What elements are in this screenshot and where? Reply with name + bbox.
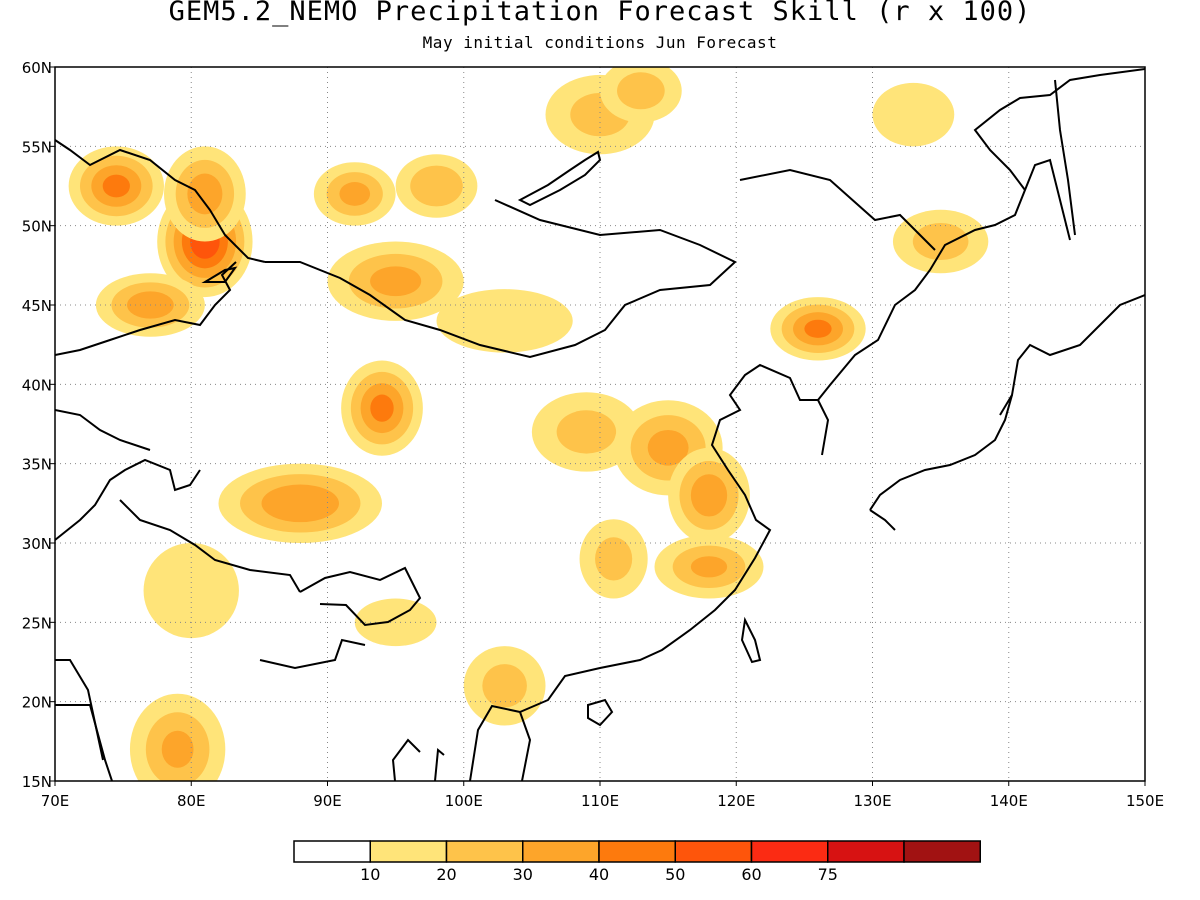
colorbar-label: 50 [665, 865, 685, 884]
skill-region-12 [872, 82, 955, 147]
skill-contour [912, 223, 969, 261]
colorbar-label: 30 [513, 865, 533, 884]
colorbar-label: 60 [741, 865, 761, 884]
skill-contour [436, 289, 573, 353]
skill-region-23 [463, 646, 546, 726]
y-tick-label: 20N [22, 694, 52, 712]
skill-contour [595, 537, 633, 581]
y-tick-label: 15N [22, 773, 52, 791]
colorbar-swatch [293, 840, 371, 863]
y-tick-label: 45N [22, 297, 52, 315]
skill-region-13 [770, 297, 866, 361]
colorbar-swatch [522, 840, 600, 863]
coastline-outline [55, 68, 1145, 781]
skill-region-14 [341, 360, 423, 456]
x-tick-label: 110E [581, 792, 619, 810]
colorbar-swatch [369, 840, 448, 863]
colorbar-swatch [598, 840, 676, 863]
skill-region-20 [668, 447, 750, 543]
x-tick-label: 70E [41, 792, 70, 810]
skill-region-8 [436, 289, 573, 353]
skill-region-21 [654, 535, 764, 599]
skill-region-7 [327, 241, 464, 321]
y-tick-label: 30N [22, 535, 52, 553]
x-tick-label: 100E [445, 792, 483, 810]
colorbar-label: 10 [360, 865, 380, 884]
colorbar-swatch [445, 840, 524, 863]
skill-contour [482, 664, 527, 708]
skill-contour [339, 182, 371, 206]
map-title: GEM5.2_NEMO Precipitation Forecast Skill… [168, 0, 1032, 27]
x-tick-label: 120E [717, 792, 755, 810]
skill-contour [556, 410, 617, 454]
skill-region-3 [164, 146, 246, 242]
x-tick-label: 130E [853, 792, 891, 810]
colorbar-swatch [750, 840, 829, 863]
y-tick-label: 40N [22, 376, 52, 394]
skill-contour [647, 429, 689, 466]
x-tick-label: 140E [990, 792, 1028, 810]
y-tick-label: 60N [22, 59, 52, 77]
skill-contour [261, 484, 339, 523]
skill-contour [143, 543, 239, 639]
skill-region-6 [395, 154, 478, 218]
colorbar-label: 20 [436, 865, 456, 884]
colorbar-swatch [827, 840, 905, 863]
skill-contour [370, 394, 394, 422]
axis-labels: 70E 80E 90E 100E 110E 120E 130E 140E 150E 15N 20N 2… [22, 59, 1164, 810]
skill-contour [804, 319, 832, 338]
skill-contour [690, 556, 728, 578]
skill-shading-layer [68, 67, 989, 781]
colorbar-swatch [903, 840, 981, 863]
x-tick-label: 150E [1126, 792, 1164, 810]
skill-contour [161, 730, 194, 768]
skill-region-11 [892, 209, 989, 274]
skill-region-18 [531, 392, 641, 472]
y-tick-label: 55N [22, 138, 52, 156]
skill-region-17 [129, 693, 226, 781]
skill-contour [370, 266, 422, 297]
skill-contour [617, 72, 665, 110]
colorbar-label: 40 [589, 865, 609, 884]
y-tick-label: 35N [22, 456, 52, 474]
skill-contour [410, 165, 463, 207]
skill-contour [690, 474, 728, 517]
colorbar-label: 75 [818, 865, 838, 884]
skill-region-10 [600, 67, 682, 123]
x-tick-label: 90E [313, 792, 342, 810]
skill-contour [187, 173, 223, 215]
skill-contour [872, 82, 955, 147]
skill-region-5 [313, 162, 396, 226]
skill-contour [102, 174, 130, 198]
skill-region-15 [218, 463, 382, 543]
colorbar-legend: 10 20 30 40 50 60 75 [293, 840, 981, 884]
map-subtitle: May initial conditions Jun Forecast [422, 33, 778, 52]
skill-region-16 [143, 543, 239, 639]
skill-region-22 [579, 519, 648, 599]
colorbar-swatch [674, 840, 753, 863]
y-tick-label: 50N [22, 218, 52, 236]
y-tick-label: 25N [22, 614, 52, 632]
x-tick-label: 80E [177, 792, 206, 810]
skill-region-1 [68, 146, 164, 226]
